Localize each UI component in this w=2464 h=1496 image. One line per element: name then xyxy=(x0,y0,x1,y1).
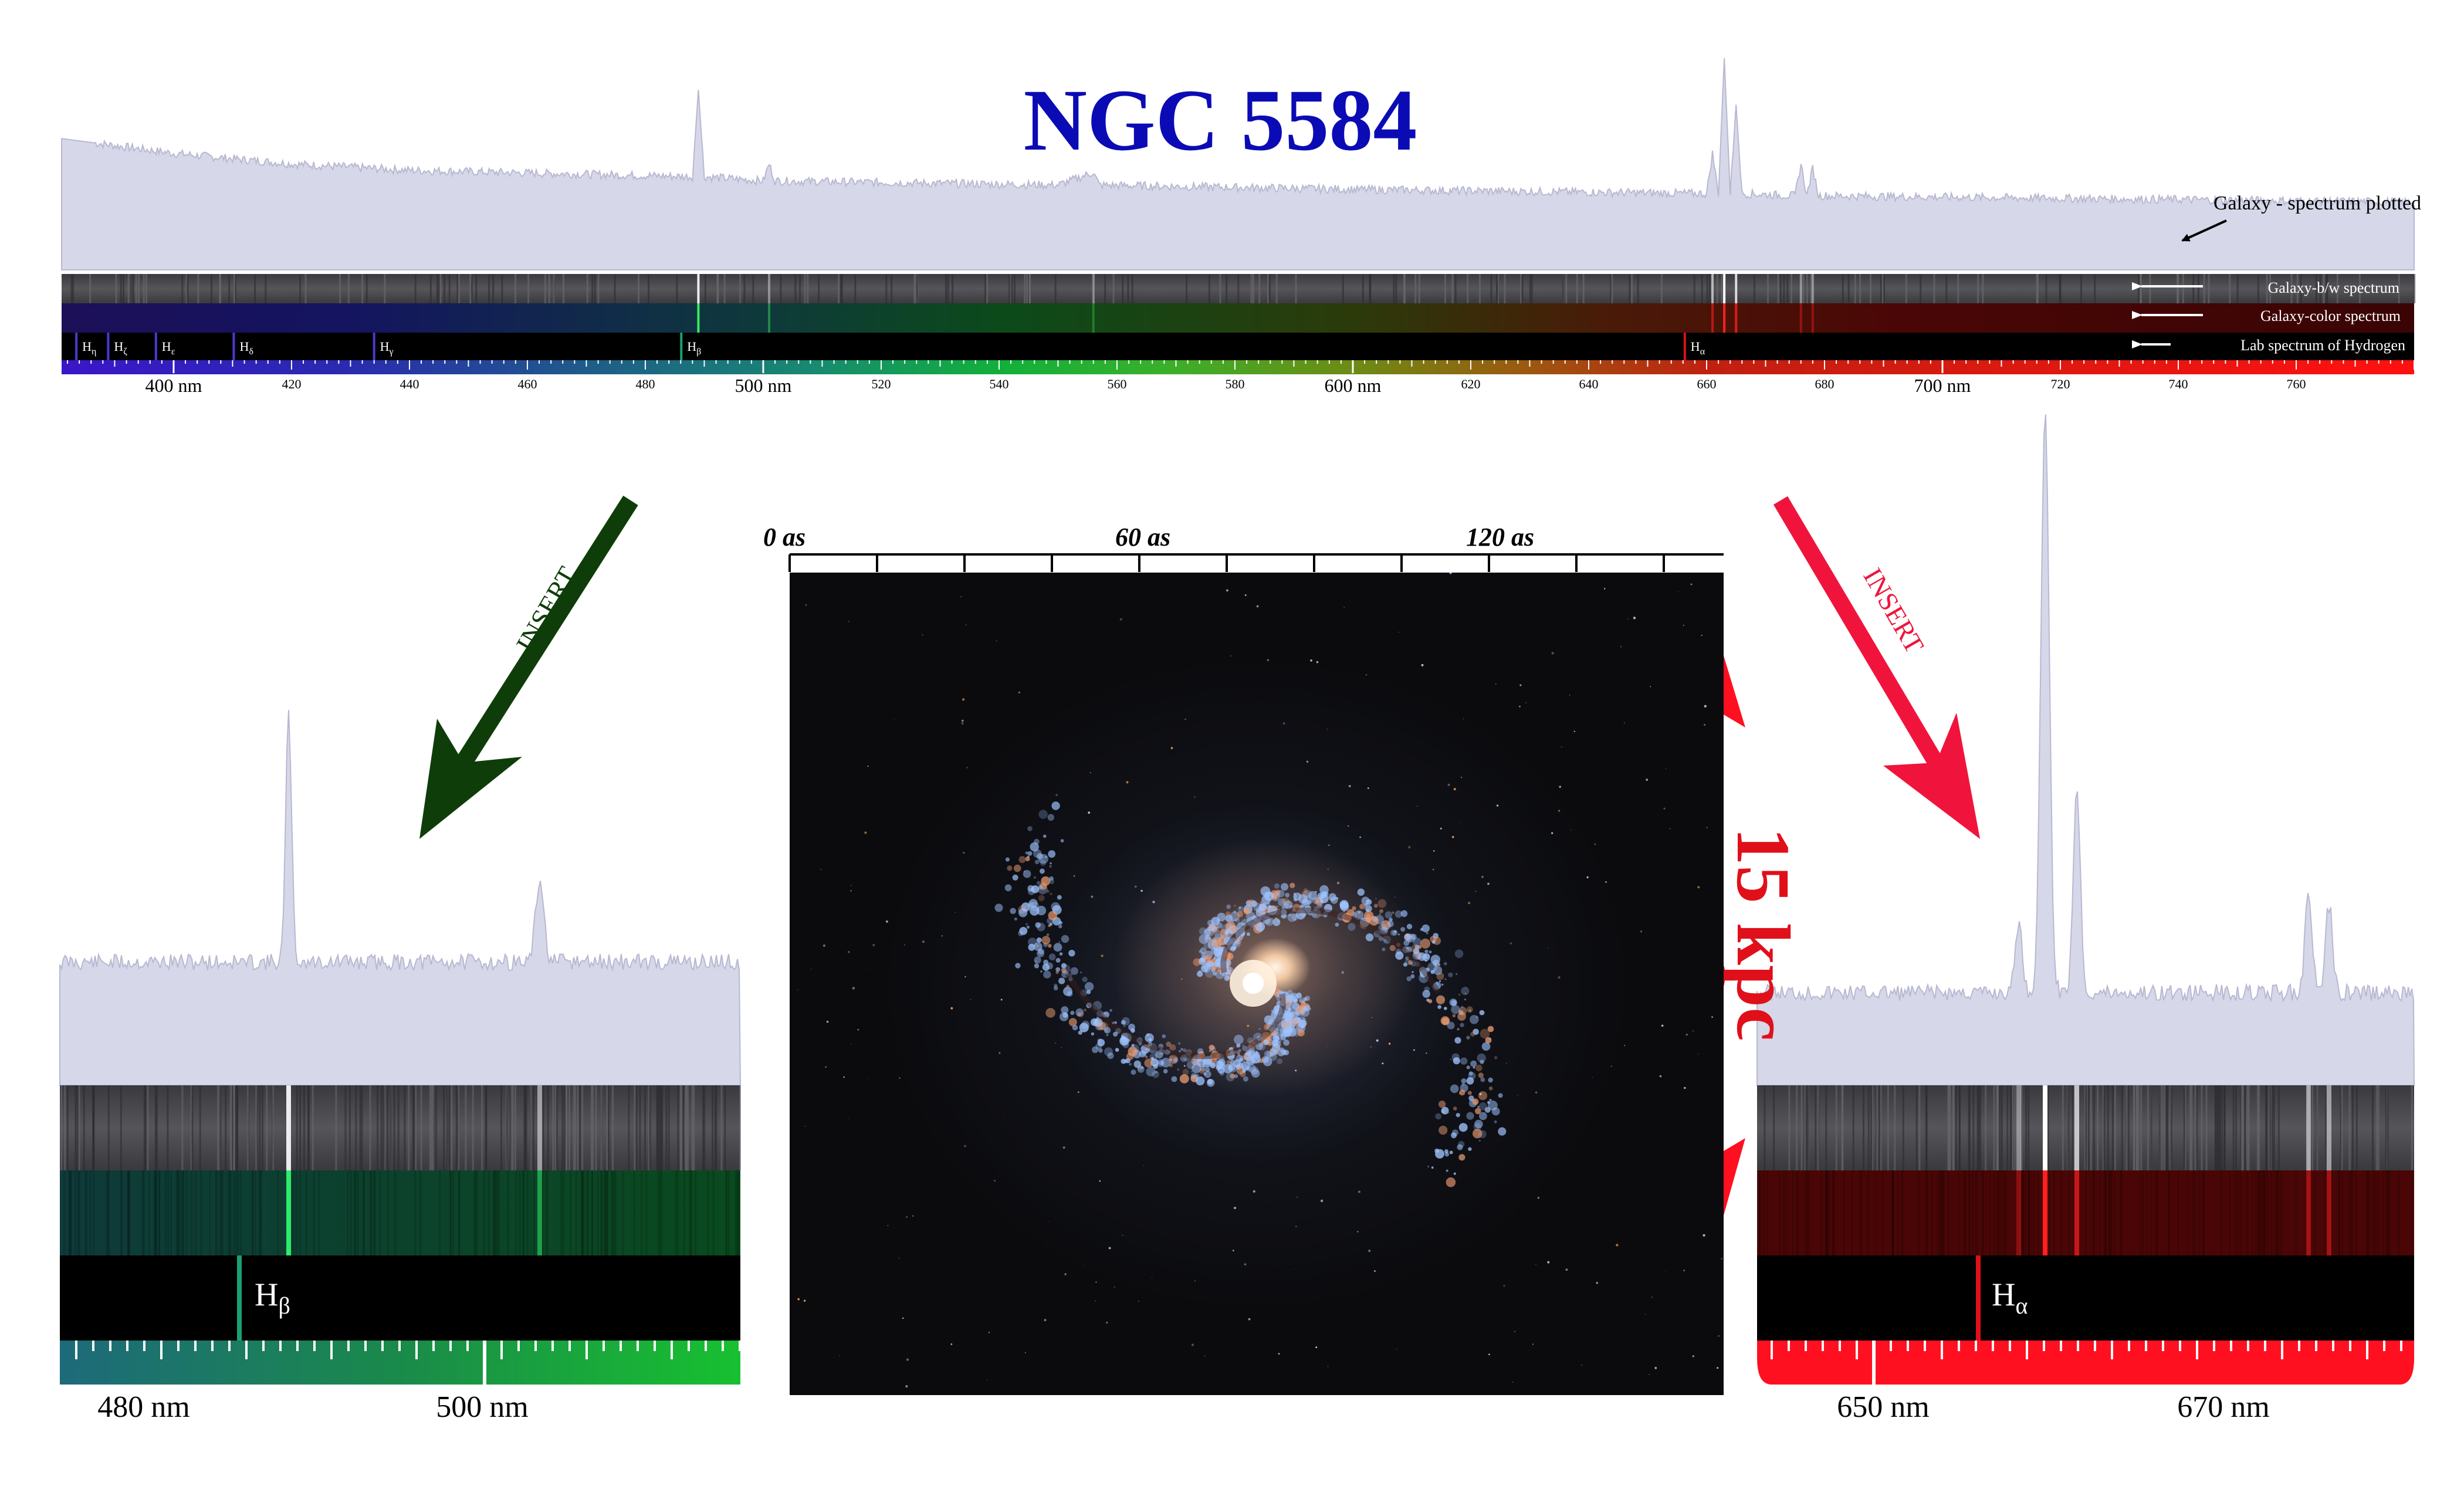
main-axis-labels: 400 nm 500 nm 600 nm 700 nm 420 440 460 480 520 5… xyxy=(145,375,2306,396)
main-axis-minor-label: 580 xyxy=(1225,377,1244,391)
insert-left-bw-lines xyxy=(60,1085,741,1170)
scale-label-60: 60 as xyxy=(1115,523,1170,551)
main-spectrum-plot xyxy=(61,57,2415,270)
lab-line xyxy=(75,333,78,360)
insert-left-arrow: INSERT xyxy=(419,495,638,839)
main-spectrum-panel: Hη Hζ Hε Hδ Hγ Hβ Hα 400 nm 500 nm 600 nm 700 nm4… xyxy=(61,57,2421,396)
insert-right-axis-ticks xyxy=(1771,1341,2402,1385)
main-axis-minor-label: 560 xyxy=(1107,377,1126,391)
insert-left-color-lines xyxy=(63,1170,740,1255)
insert-left-axis-label-1: 500 nm xyxy=(436,1390,528,1424)
insert-right-arrow: INSERT xyxy=(1773,496,1980,839)
main-axis-minor-label: 760 xyxy=(2286,377,2306,391)
annotation-bw: Galaxy-b/w spectrum xyxy=(2267,279,2399,296)
insert-right-axis-label-1: 670 nm xyxy=(2177,1390,2269,1424)
lab-line xyxy=(154,333,157,360)
insert-right-bw-lines xyxy=(1764,1085,2413,1170)
lab-line xyxy=(1683,333,1686,360)
main-axis-minor-label: 740 xyxy=(2168,377,2188,391)
insert-left-line-label: Hβ xyxy=(255,1277,290,1319)
main-axis-minor-label: 720 xyxy=(2050,377,2070,391)
annotation-spectrum-plotted: Galaxy - spectrum plotted xyxy=(2213,192,2421,214)
physical-scale-label: 15 kpc xyxy=(1721,827,1805,1041)
lab-line xyxy=(373,333,375,360)
insert-right-panel: Hα 650 nm 670 nm xyxy=(1756,414,2415,1424)
galaxy-spiral xyxy=(797,573,1724,1388)
main-axis-minor-label: 420 xyxy=(282,377,301,391)
main-axis-major-label: 700 nm xyxy=(1914,375,1971,396)
insert-right-lab-spectrum xyxy=(1757,1255,2414,1341)
main-axis-minor-label: 440 xyxy=(400,377,419,391)
insert-right-color-lines xyxy=(1758,1170,2413,1255)
main-color-spectrum xyxy=(62,303,2414,333)
insert-left-bw-spectrum xyxy=(60,1085,740,1170)
insert-right-line-label: Hα xyxy=(1992,1277,2028,1319)
insert-left-hbeta-line xyxy=(237,1255,242,1341)
main-axis-minor-label: 620 xyxy=(1461,377,1480,391)
main-axis-minor-label: 540 xyxy=(989,377,1008,391)
galaxy-image xyxy=(790,573,1724,1395)
scale-label-120: 120 as xyxy=(1466,523,1534,551)
insert-left-axis-ticks xyxy=(75,1341,741,1385)
main-lab-spectrum xyxy=(62,333,2414,360)
scale-label-0: 0 as xyxy=(763,523,805,551)
insert-left-color-spectrum xyxy=(60,1170,740,1255)
main-color-lines xyxy=(697,303,1814,333)
lab-line xyxy=(107,333,110,360)
lab-line xyxy=(232,333,235,360)
annotation-arrow-plotted xyxy=(2181,219,2227,242)
main-axis-minor-label: 640 xyxy=(1579,377,1598,391)
insert-right-color-spectrum xyxy=(1757,1170,2414,1255)
annotation-color: Galaxy-color spectrum xyxy=(2260,307,2401,324)
main-axis-major-label: 400 nm xyxy=(145,375,202,396)
insert-right-halpha-line xyxy=(1976,1255,1981,1341)
main-bw-lines xyxy=(70,274,2416,303)
main-axis-major-label: 500 nm xyxy=(735,375,792,396)
main-axis-minor-label: 460 xyxy=(517,377,537,391)
annotation-lab: Lab spectrum of Hydrogen xyxy=(2240,337,2405,354)
main-axis-minor-label: 480 xyxy=(635,377,655,391)
insert-left-lab-spectrum xyxy=(60,1255,740,1341)
insert-right-wavelength-axis xyxy=(1757,1341,2414,1385)
main-axis-ticks xyxy=(67,360,2415,373)
lab-line xyxy=(680,333,683,360)
main-axis-minor-label: 680 xyxy=(1815,377,1834,391)
insert-left-spectrum-plot xyxy=(59,710,742,1086)
main-axis-minor-label: 520 xyxy=(871,377,891,391)
main-wavelength-axis xyxy=(62,360,2414,374)
insert-right-spectrum-plot xyxy=(1756,414,2415,1086)
angular-scale-bar: 0 as 60 as 120 as xyxy=(763,523,1724,572)
main-axis-minor-label: 660 xyxy=(1697,377,1716,391)
figure-title: NGC 5584 xyxy=(1024,72,1417,169)
main-axis-major-label: 600 nm xyxy=(1325,375,1382,396)
insert-left-axis-label-0: 480 nm xyxy=(97,1390,189,1424)
insert-left-panel: Hβ 480 nm 500 nm xyxy=(59,710,742,1424)
insert-right-axis-label-0: 650 nm xyxy=(1837,1390,1929,1424)
